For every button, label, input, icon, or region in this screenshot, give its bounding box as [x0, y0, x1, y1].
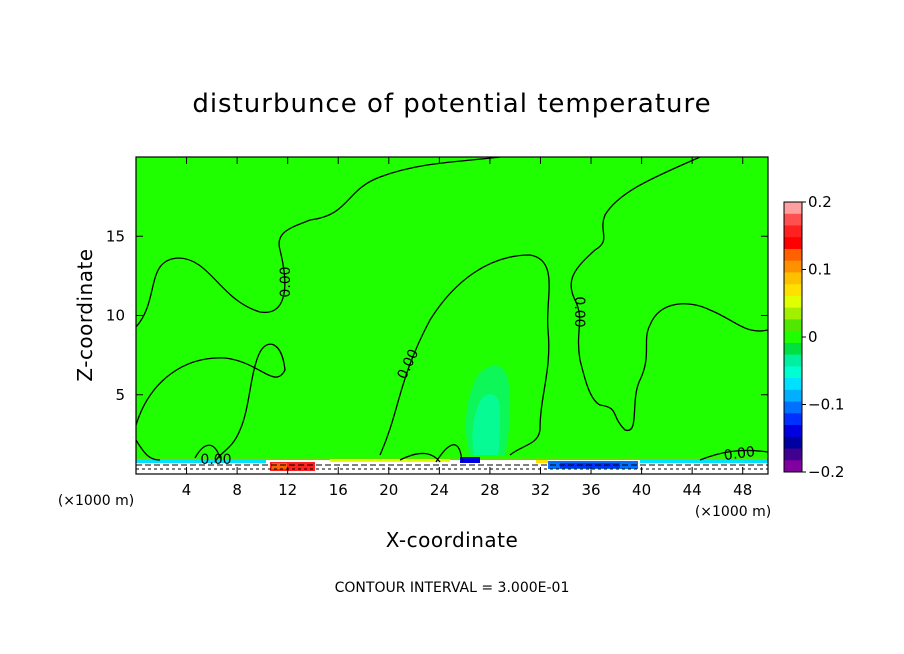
surface-band-left — [136, 459, 266, 463]
colorbar-swatch — [784, 260, 802, 273]
colorbar-swatch — [784, 425, 802, 438]
x-tick-label: 40 — [632, 481, 651, 499]
colorbar-swatch — [784, 436, 802, 450]
colorbar-swatch — [784, 331, 802, 344]
x-tick-label: 12 — [278, 481, 297, 499]
colorbar-swatch — [784, 342, 802, 356]
cold-spot — [460, 457, 480, 463]
x-tick-label: 32 — [531, 481, 550, 499]
contour-interval-note: CONTOUR INTERVAL = 3.000E-01 — [335, 580, 570, 596]
chart-title: disturbunce of potential temperature — [192, 89, 711, 119]
x-unit-left: (×1000 m) — [58, 493, 134, 509]
x-tick-label: 28 — [480, 481, 499, 499]
x-tick-label: 24 — [430, 481, 449, 499]
colorbar-swatch — [784, 272, 802, 285]
x-tick-label: 20 — [379, 481, 398, 499]
x-tick-label: 36 — [581, 481, 600, 499]
colorbar-swatch — [784, 460, 802, 473]
colorbar-swatch — [784, 354, 802, 367]
colorbar-swatch — [784, 213, 802, 226]
colorbar-swatch — [784, 319, 802, 332]
colorbar-swatch — [784, 295, 802, 309]
surface-band-right — [640, 459, 768, 463]
field-background — [136, 157, 768, 474]
warm-strip — [330, 459, 450, 462]
contour-label-5: 0.00 — [723, 444, 756, 464]
field-layer — [136, 157, 768, 474]
colorbar-swatch — [784, 378, 802, 391]
y-tick-label: 5 — [115, 386, 125, 404]
colorbar: 0.2 0.1 0 −0.1 −0.2 — [783, 193, 844, 481]
y-axis-label: Z-coordinate — [73, 248, 97, 381]
warm-surface-core — [272, 463, 287, 469]
y-tick-label: 15 — [106, 227, 125, 245]
x-tick-label: 48 — [733, 481, 752, 499]
x-tick-label: 8 — [232, 481, 242, 499]
y-tick-label: 10 — [106, 307, 125, 325]
terrain-lines — [136, 464, 768, 470]
y-axis-ticks: 5 10 15 — [106, 227, 768, 404]
x-tick-label: 4 — [182, 481, 192, 499]
colorbar-swatch — [784, 366, 802, 379]
x-axis-ticks: 4 8 12 16 20 24 28 32 36 40 44 48 — [182, 157, 752, 499]
colorbar-tick-label: −0.2 — [808, 463, 844, 481]
colorbar-tick-label: 0.1 — [808, 261, 832, 279]
colorbar-swatch — [784, 202, 802, 215]
x-tick-label: 44 — [683, 481, 702, 499]
x-tick-label: 16 — [329, 481, 348, 499]
warm-spot — [536, 460, 548, 463]
colorbar-swatch — [784, 413, 802, 426]
zero-contours — [136, 157, 768, 463]
colorbar-swatch — [784, 237, 802, 250]
cold-plume-core — [472, 394, 500, 455]
warm-surface-anomaly — [270, 462, 315, 471]
colorbar-swatch — [784, 389, 802, 403]
colorbar-swatch — [784, 248, 802, 262]
colorbar-swatch — [784, 401, 802, 414]
colorbar-tick-label: 0 — [808, 328, 818, 346]
contour-label-4: 0.00 — [200, 452, 231, 468]
colorbar-swatch — [784, 307, 802, 320]
colorbar-swatch — [784, 284, 802, 297]
x-unit-right: (×1000 m) — [695, 504, 771, 520]
x-axis-label: X-coordinate — [386, 528, 519, 552]
colorbar-tick-label: −0.1 — [808, 396, 844, 414]
colorbar-swatch — [784, 448, 802, 461]
contour-label-1: 0.00 — [278, 266, 294, 297]
contour-label-2: 0.00 — [571, 296, 587, 327]
colorbar-swatch — [784, 225, 802, 238]
colorbar-tick-label: 0.2 — [808, 193, 832, 211]
